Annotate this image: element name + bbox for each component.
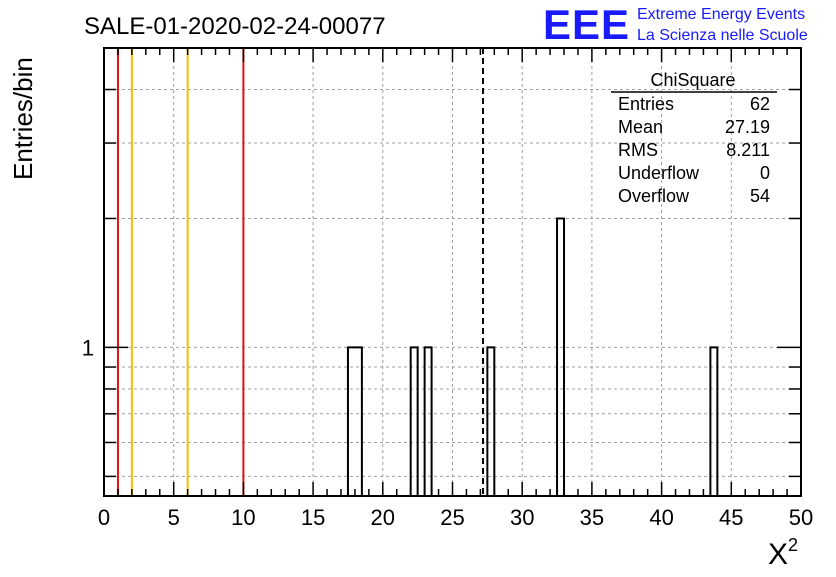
histogram-bin [709,346,719,496]
histogram-bin [423,346,433,496]
x-tick-label: 15 [301,505,325,530]
stats-row-label: Overflow [618,186,690,206]
stats-box-title: ChiSquare [650,70,735,90]
stats-row-value: 62 [750,94,770,114]
stats-row-value: 8.211 [726,140,770,160]
chart-title: SALE-01-2020-02-24-00077 [84,13,386,40]
eee-logo-line1: Extreme Energy Events [637,6,805,23]
stats-row-value: 27.19 [725,117,770,137]
eee-logo-mark: EEE [543,1,630,48]
histogram-bin [346,346,363,496]
histogram-bin [556,217,566,496]
eee-logo-line2: La Scienza nelle Scuole [637,27,808,44]
x-tick-label: 30 [510,505,534,530]
histogram-bin [409,346,419,496]
x-tick-label: 45 [719,505,743,530]
stats-row-value: 0 [760,163,770,183]
reference-lines [116,48,485,496]
stats-row-label: Entries [618,94,674,114]
stats-row-label: Mean [618,117,663,137]
x-tick-label: 50 [789,505,813,530]
y-axis-label: Entries/bin [8,57,38,180]
x-tick-label: 20 [371,505,395,530]
x-tick-label: 5 [168,505,180,530]
stats-box-rows: Entries 62 Mean 27.19 RMS 8.211 Underflow 0 Over… [618,94,770,206]
eee-logo: EEE Extreme Energy Events La Scienza nel… [543,1,808,48]
stats-row-label: Underflow [618,163,700,183]
x-tick-label: 0 [98,505,110,530]
x-axis-label-main: X [768,538,788,571]
stats-row-value: 54 [750,186,770,206]
histogram-bin [486,346,496,496]
x-tick-label: 10 [231,505,255,530]
x-axis-label-superscript: 2 [788,535,798,555]
stats-row-label: RMS [618,140,658,160]
y-tick-label: 1 [82,335,94,360]
histogram-bins [346,217,719,496]
stats-box: ChiSquare Entries 62 Mean 27.19 RMS 8.211 Unde… [611,70,777,206]
x-tick-label: 35 [580,505,604,530]
x-tick-label: 40 [649,505,673,530]
x-tick-label: 25 [440,505,464,530]
grid-lines [104,48,801,496]
x-axis-label: X2 [768,535,798,571]
axes: 0 5 10 15 20 25 30 35 40 45 50 1 [82,48,813,530]
